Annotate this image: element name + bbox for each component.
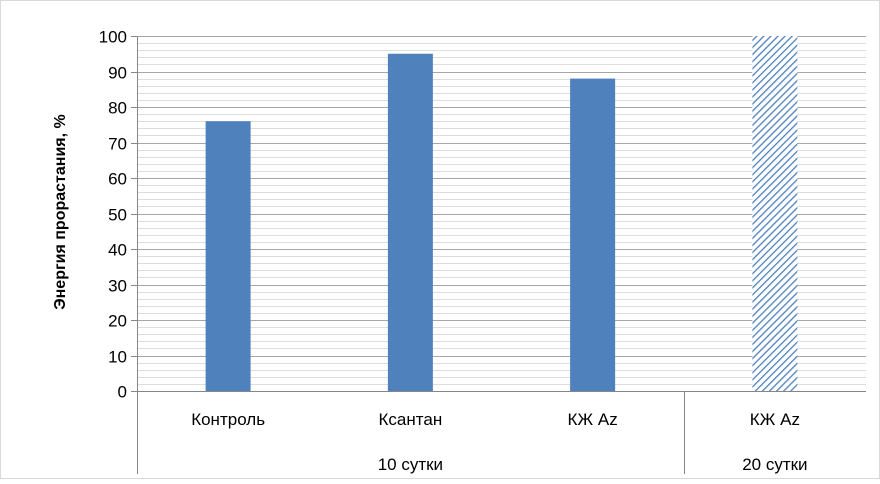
y-tick-label: 80 (108, 99, 127, 118)
axes (131, 36, 866, 474)
category-label: Ксантан (379, 410, 443, 429)
bar-4 (752, 36, 798, 391)
y-tick-label: 40 (108, 241, 127, 260)
y-tick-label: 70 (108, 135, 127, 154)
y-tick-label: 30 (108, 277, 127, 296)
y-tick-label: 60 (108, 170, 127, 189)
y-tick-label: 50 (108, 206, 127, 225)
group-label: 20 сутки (742, 455, 807, 474)
labels: 0 10 20 30 40 50 60 70 80 90 100 Контроль Ксантан КЖ … (99, 28, 808, 475)
group-label: 10 сутки (378, 455, 443, 474)
category-label: КЖ Az (568, 410, 618, 429)
bar-1 (205, 121, 251, 391)
y-tick-label: 20 (108, 312, 127, 331)
y-tick-label: 100 (99, 28, 127, 47)
y-tick-label: 10 (108, 348, 127, 367)
gridlines (137, 36, 866, 385)
y-tick-label: 90 (108, 64, 127, 83)
category-label: КЖ Az (750, 410, 800, 429)
y-tick-label: 0 (118, 383, 127, 402)
bar-3 (570, 78, 616, 391)
bars (205, 36, 798, 391)
category-label: Контроль (191, 410, 265, 429)
bar-2 (387, 53, 433, 391)
y-axis-title: Энергия прорастания, % (52, 114, 69, 309)
